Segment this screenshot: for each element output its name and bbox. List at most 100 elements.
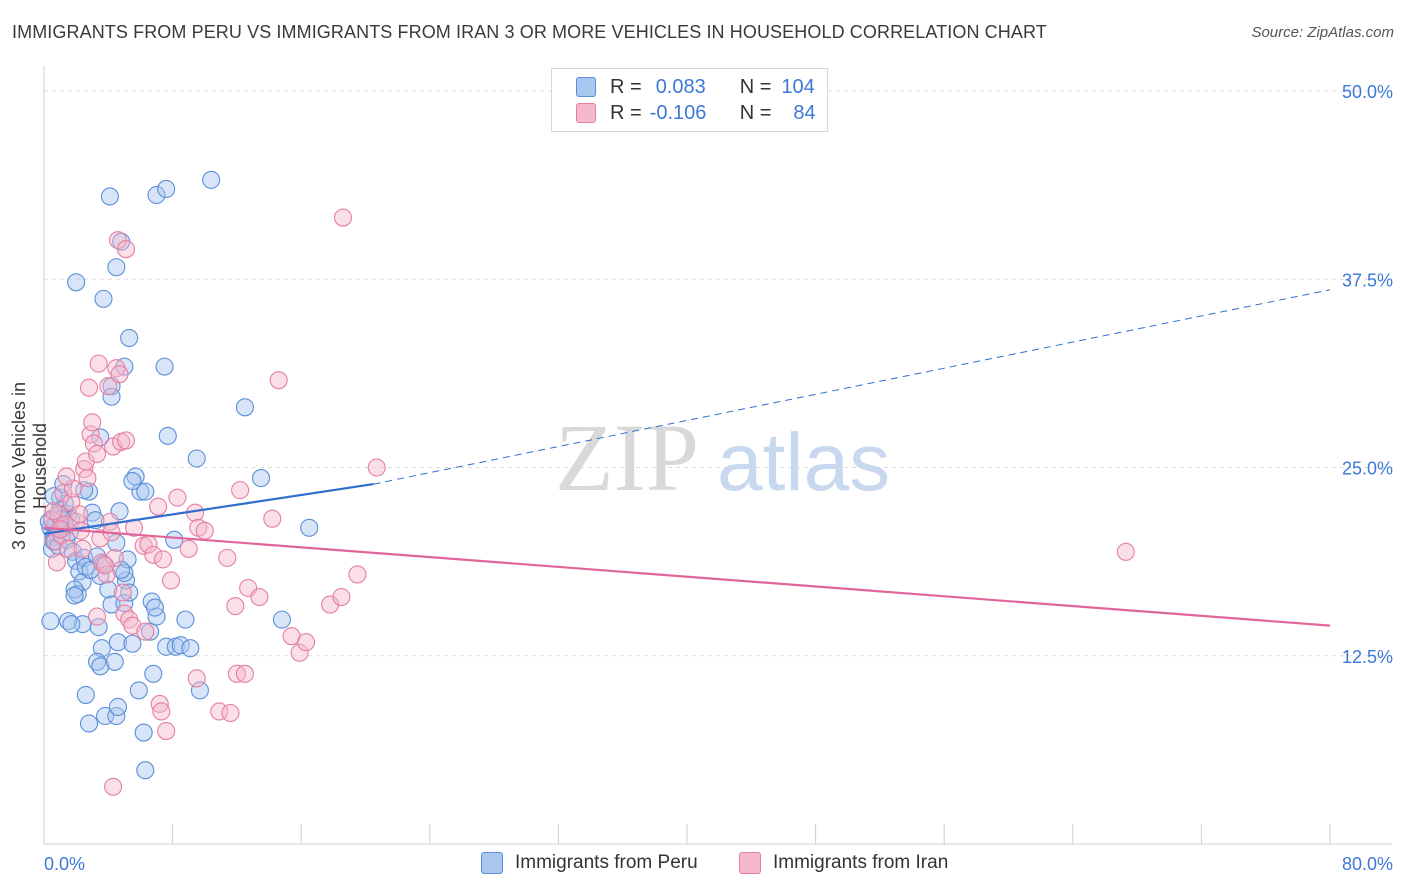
peru-point	[176, 610, 195, 629]
peru-point	[144, 664, 163, 683]
peru-point	[120, 583, 139, 602]
legend-row-peru: R = 0.083 N = 104	[576, 74, 815, 100]
iran-point	[113, 583, 132, 602]
iran-point	[296, 633, 316, 652]
peru-point	[190, 681, 209, 700]
source-label: Source: ZipAtlas.com	[1251, 24, 1394, 41]
iran-point	[87, 444, 107, 464]
iran-point	[87, 607, 107, 626]
iran-point	[116, 240, 136, 259]
legend-n-value: 104	[781, 75, 815, 98]
peru-point	[76, 685, 95, 704]
peru-point	[141, 622, 160, 641]
peru-point	[123, 634, 142, 653]
iran-point	[97, 565, 116, 584]
trend-lines	[43, 289, 1331, 627]
peru-point	[100, 187, 119, 206]
peru-point	[108, 633, 127, 652]
iran-point	[49, 505, 68, 524]
peru-point	[59, 612, 78, 631]
iran-point	[110, 365, 129, 384]
iran-point	[136, 622, 155, 641]
bottom-legend-iran-label: Immigrants from Iran	[773, 852, 949, 873]
iran-point	[195, 521, 214, 540]
iran-point	[263, 509, 282, 528]
iran-point	[70, 505, 89, 524]
peru-point	[92, 639, 111, 658]
iran-point	[235, 664, 254, 683]
iran-point	[96, 556, 115, 575]
iran-point	[1116, 542, 1135, 561]
iran-point	[116, 431, 136, 450]
iran-point	[348, 565, 367, 584]
iran-point	[144, 545, 163, 564]
peru-point	[181, 639, 200, 658]
peru-trend-line	[43, 483, 374, 535]
iran-point	[57, 467, 76, 486]
legend-row-iran: R = -0.106 N = 84	[576, 100, 816, 126]
iran-point	[73, 539, 92, 558]
peru-point	[300, 518, 319, 537]
peru-point	[116, 571, 136, 590]
iran-point	[157, 722, 176, 741]
iran-point	[79, 378, 99, 397]
peru-point	[62, 615, 81, 634]
peru-point	[102, 387, 121, 406]
stats-legend: R = 0.083 N = 104 R = -0.106 N = 84	[551, 68, 828, 132]
iran-legend-icon	[739, 852, 761, 874]
iran-point	[221, 703, 240, 723]
peru-point	[157, 179, 176, 198]
y-tick-label: 37.5%	[1342, 270, 1393, 290]
series-peru-points	[39, 170, 319, 780]
iran-point	[99, 377, 118, 396]
legend-r-value: -0.106	[649, 101, 707, 124]
bottom-legend-peru-label: Immigrants from Peru	[515, 852, 698, 873]
iran-point	[149, 497, 168, 516]
iran-point	[44, 502, 63, 521]
legend-n-label: N =	[739, 75, 772, 98]
peru-point	[251, 469, 271, 488]
y-tick-label: 50.0%	[1342, 82, 1393, 102]
iran-point	[91, 529, 110, 548]
iran-point	[152, 702, 171, 721]
iran-point	[47, 553, 66, 572]
iran-point	[104, 777, 123, 796]
iran-point	[168, 488, 187, 507]
iran-point	[78, 469, 97, 488]
iran-point	[59, 539, 78, 558]
peru-point	[115, 563, 134, 582]
series-iran-points	[42, 208, 1135, 796]
iran-point	[179, 539, 198, 558]
bottom-legend-iran: Immigrants from Iran	[739, 852, 948, 874]
peru-point	[145, 598, 164, 617]
iran-point	[161, 571, 181, 590]
peru-point	[94, 289, 113, 308]
iran-point	[187, 669, 206, 688]
peru-point	[79, 714, 99, 733]
y-tick-label: 12.5%	[1342, 647, 1393, 667]
legend-n-label: N =	[739, 101, 772, 124]
bottom-legend-peru: Immigrants from Peru	[481, 852, 698, 874]
peru-point	[147, 607, 166, 626]
iran-point	[84, 434, 103, 453]
iran-point	[218, 548, 237, 567]
peru-point	[155, 357, 174, 376]
axes	[43, 66, 1392, 845]
peru-point	[107, 258, 126, 277]
peru-point	[91, 566, 110, 586]
peru-point	[91, 657, 110, 676]
x-tick-label: 80.0%	[1342, 854, 1393, 874]
peru-point	[41, 612, 60, 631]
legend-r-label: R =	[610, 101, 642, 124]
watermark-zip: ZIP	[555, 404, 699, 511]
peru-point	[105, 652, 124, 671]
y-tick-label: 25.0%	[1342, 459, 1393, 479]
peru-point	[108, 697, 127, 717]
peru-point	[67, 273, 86, 292]
y-axis-label: 3 or more Vehicles in Household	[9, 381, 50, 551]
peru-point	[129, 681, 148, 700]
peru-point	[147, 185, 166, 205]
iran-point	[367, 458, 386, 477]
iran-point	[226, 597, 245, 616]
